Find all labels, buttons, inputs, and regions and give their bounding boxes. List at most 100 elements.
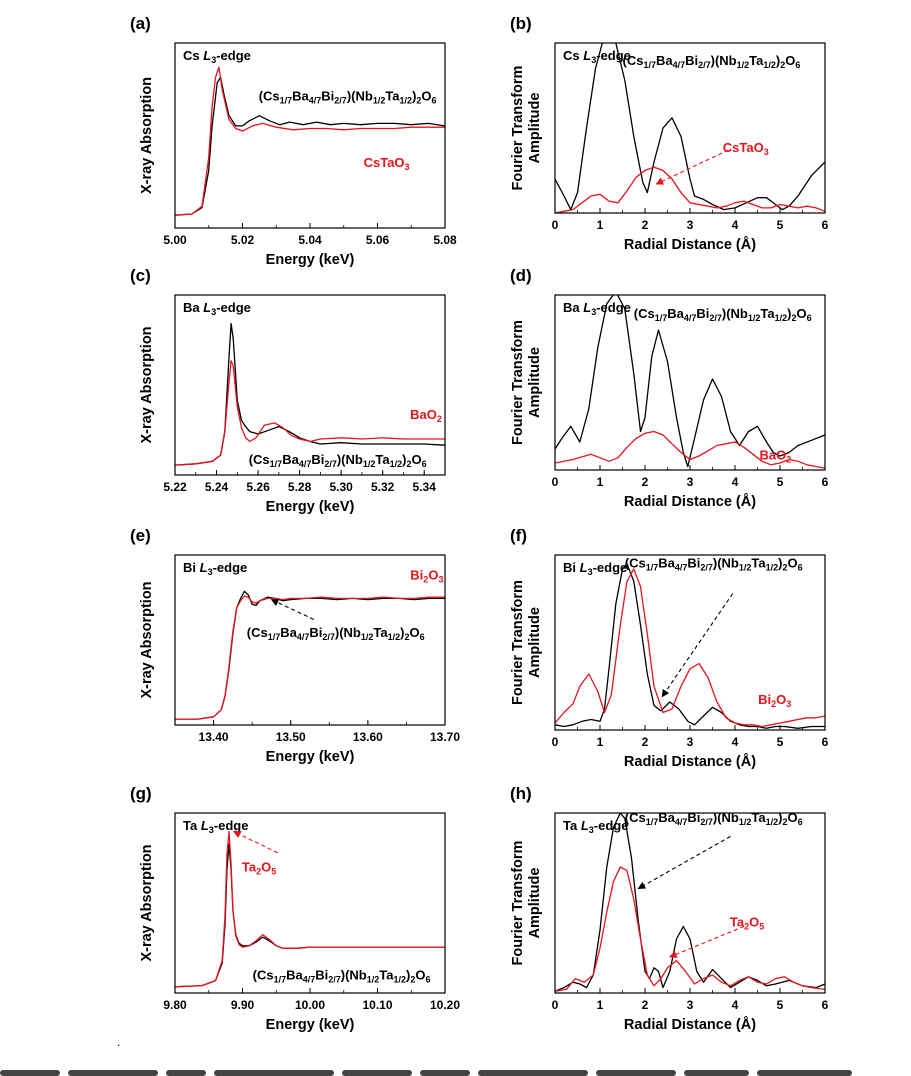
x-tick-label: 10.00 xyxy=(295,998,325,1012)
x-tick-label: 1 xyxy=(597,475,604,489)
reference-label: BaO2​ xyxy=(410,407,442,424)
panel-h: (h) Ta L3-edge 0 1 2 3 4 5 6 Radial Distance (Å) F… xyxy=(510,784,829,1033)
panel-e: (e) Bi L3-edge 13.40 13.50 13.60 13.70 Energy … xyxy=(130,526,460,765)
x-tick-label: 5 xyxy=(777,735,784,749)
x-tick-label: 5 xyxy=(777,475,784,489)
panel-letter: (g) xyxy=(130,784,152,803)
edge-label: Ba L3-edge xyxy=(183,300,251,317)
panel-a: (a) Cs L3-edge 5.00 5.02 5.04 5.06 5.08 Energy … xyxy=(130,14,457,268)
x-axis-title: Radial Distance (Å) xyxy=(624,493,756,510)
x-tick-label: 2 xyxy=(642,735,649,749)
x-tick-label: 6 xyxy=(822,998,829,1012)
annotation-arrow xyxy=(233,831,278,854)
x-tick-label: 3 xyxy=(687,998,694,1012)
y-axis-title: X-ray Absorption xyxy=(139,77,155,194)
x-tick-label: 5 xyxy=(777,998,784,1012)
stray-dot-mark: . xyxy=(117,1035,121,1049)
sample-label: (Cs1/7​Ba4/7​Bi2/7​)(Nb1/2​Ta1/2​)2​O6​ xyxy=(625,555,803,572)
panel-letter: (e) xyxy=(130,526,151,545)
panel-letter: (b) xyxy=(510,14,532,33)
edge-label: Bi L3-edge xyxy=(563,560,627,577)
panel-c: (c) Ba L3-edge 5.22 5.24 5.26 5.28 5.30 5.32 5.3… xyxy=(130,266,446,515)
sample-label: (Cs1/7​Ba4/7​Bi2/7​)(Nb1/2​Ta1/2​)2​O6​ xyxy=(247,625,425,642)
x-tick-label: 10.20 xyxy=(430,998,460,1012)
series-line-reference xyxy=(175,66,445,216)
reference-label: Bi2​O3​ xyxy=(410,568,443,585)
series-line-sample xyxy=(175,843,445,988)
plot-frame xyxy=(174,812,446,994)
caption-fragment xyxy=(68,1070,158,1076)
sample-label: (Cs1/7​Ba4/7​Bi2/7​)(Nb1/2​Ta1/2​)2​O6​ xyxy=(259,88,437,105)
x-axis-title: Radial Distance (Å) xyxy=(624,1016,756,1033)
series-line-sample xyxy=(555,563,825,729)
caption-fragment xyxy=(684,1070,749,1076)
x-axis-title: Energy (keV) xyxy=(266,499,355,515)
x-tick-label: 6 xyxy=(822,735,829,749)
x-tick-label: 4 xyxy=(732,218,739,232)
x-tick-label: 9.80 xyxy=(163,998,187,1012)
y-axis-title: Fourier TransformAmplitude xyxy=(510,66,543,191)
x-tick-label: 3 xyxy=(687,218,694,232)
y-axis-title: X-ray Absorption xyxy=(139,581,155,698)
caption-fragment xyxy=(420,1070,470,1076)
series-line-reference xyxy=(175,595,445,720)
panel-letter: (f) xyxy=(510,526,527,545)
caption-fragment xyxy=(342,1070,412,1076)
x-tick-label: 13.40 xyxy=(199,730,229,744)
x-axis-title: Energy (keV) xyxy=(266,749,355,765)
series-line-sample xyxy=(175,590,445,720)
edge-label: Cs L3-edge xyxy=(183,48,251,65)
x-tick-label: 1 xyxy=(597,735,604,749)
series-line-reference xyxy=(555,866,825,992)
series-line-reference xyxy=(555,568,825,728)
series-line-sample xyxy=(175,322,445,466)
y-axis-title: X-ray Absorption xyxy=(139,326,155,443)
x-tick-label: 0 xyxy=(552,218,559,232)
x-tick-label: 5 xyxy=(777,218,784,232)
series-line-reference xyxy=(175,360,445,466)
panel-letter: (c) xyxy=(130,266,151,285)
y-axis-title: Fourier TransformAmplitude xyxy=(510,841,543,966)
x-tick-label: 9.90 xyxy=(231,998,255,1012)
x-tick-label: 5.08 xyxy=(433,233,457,247)
x-tick-label: 0 xyxy=(552,735,559,749)
x-tick-label: 5.02 xyxy=(231,233,255,247)
x-tick-label: 5.06 xyxy=(366,233,390,247)
series-line-reference xyxy=(555,430,825,469)
x-tick-label: 3 xyxy=(687,735,694,749)
caption-fragment xyxy=(0,1070,60,1076)
caption-fragment xyxy=(166,1070,206,1076)
x-tick-label: 5.22 xyxy=(163,480,187,494)
x-tick-label: 5.34 xyxy=(413,480,437,494)
sample-label: (Cs1/7​Ba4/7​Bi2/7​)(Nb1/2​Ta1/2​)2​O6​ xyxy=(623,53,801,70)
x-tick-label: 13.70 xyxy=(430,730,460,744)
x-axis-title: Energy (keV) xyxy=(266,252,355,268)
caption-fragment xyxy=(214,1070,334,1076)
x-tick-label: 6 xyxy=(822,218,829,232)
plot-frame xyxy=(174,554,446,726)
annotation-arrow xyxy=(669,925,745,958)
x-axis-title: Radial Distance (Å) xyxy=(624,236,756,253)
plot-frame xyxy=(174,294,446,476)
series-line-reference xyxy=(175,830,445,988)
series-line-sample xyxy=(175,76,445,216)
edge-label: Bi L3-edge xyxy=(183,560,247,577)
x-tick-label: 6 xyxy=(822,475,829,489)
reference-label: Ta2​O5​ xyxy=(730,914,764,931)
x-tick-label: 4 xyxy=(732,475,739,489)
edge-label: Ba L3-edge xyxy=(563,300,631,317)
x-axis-title: Energy (keV) xyxy=(266,1017,355,1033)
reference-label: Ta2​O5​ xyxy=(242,859,276,876)
panel-b: (b) Cs L3-edge 0 1 2 3 4 5 6 Radial Distance (Å) F… xyxy=(510,14,829,253)
series-line-sample xyxy=(555,813,825,992)
x-tick-label: 5.24 xyxy=(205,480,229,494)
x-tick-label: 2 xyxy=(642,998,649,1012)
x-tick-label: 0 xyxy=(552,998,559,1012)
panel-letter: (a) xyxy=(130,14,151,33)
x-tick-label: 5.00 xyxy=(163,233,187,247)
annotation-arrow xyxy=(270,599,315,620)
x-tick-label: 1 xyxy=(597,218,604,232)
annotation-arrow xyxy=(637,835,731,890)
x-tick-label: 3 xyxy=(687,475,694,489)
